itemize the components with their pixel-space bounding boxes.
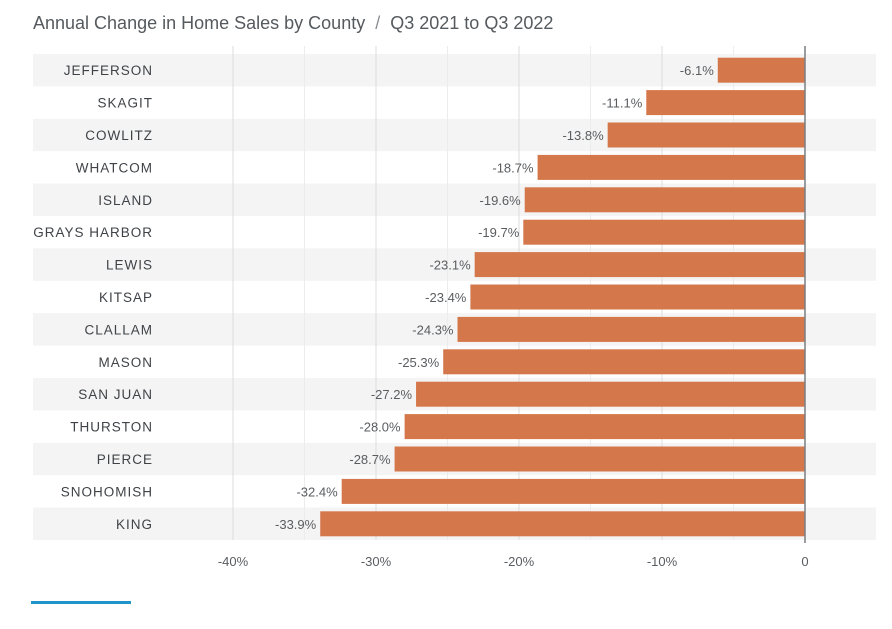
category-label: KING — [116, 517, 153, 532]
category-label: SNOHOMISH — [61, 484, 153, 499]
x-tick-label: -30% — [361, 554, 392, 569]
category-label: ISLAND — [98, 193, 153, 208]
category-label: LEWIS — [106, 258, 153, 273]
title-separator: / — [365, 13, 390, 33]
bar — [607, 122, 805, 148]
x-tick-label: -10% — [647, 554, 678, 569]
x-tick-label: -20% — [504, 554, 535, 569]
category-label: THURSTON — [70, 420, 153, 435]
chart-title: Annual Change in Home Sales by County / … — [33, 13, 553, 34]
category-label: MASON — [98, 355, 153, 370]
value-label: -33.9% — [275, 517, 317, 532]
bar — [404, 414, 805, 440]
value-label: -28.7% — [349, 452, 391, 467]
bar — [537, 154, 805, 180]
value-label: -25.3% — [398, 355, 440, 370]
bar — [320, 511, 805, 537]
category-label: SAN JUAN — [78, 387, 153, 402]
value-label: -11.1% — [602, 96, 643, 111]
bar — [717, 57, 805, 83]
x-tick-label: 0 — [801, 554, 808, 569]
value-label: -23.1% — [429, 258, 471, 273]
title-period: Q3 2021 to Q3 2022 — [390, 13, 554, 33]
category-label: JEFFERSON — [64, 63, 153, 78]
category-label: KITSAP — [99, 290, 153, 305]
bar — [524, 187, 805, 213]
value-label: -19.6% — [480, 193, 522, 208]
accent-underline — [31, 601, 131, 604]
category-label: CLALLAM — [84, 322, 153, 337]
value-label: -13.8% — [562, 128, 604, 143]
category-label: WHATCOM — [76, 160, 153, 175]
title-main: Annual Change in Home Sales by County — [33, 13, 366, 33]
value-label: -23.4% — [425, 290, 467, 305]
value-label: -6.1% — [680, 63, 714, 78]
category-label: COWLITZ — [85, 128, 153, 143]
bar — [523, 219, 805, 245]
category-label: GRAYS HARBOR — [33, 225, 153, 240]
value-label: -18.7% — [492, 160, 534, 175]
value-label: -32.4% — [296, 484, 338, 499]
title-separator-glyph: / — [375, 13, 381, 33]
value-label: -19.7% — [478, 225, 520, 240]
bar — [341, 478, 805, 504]
x-tick-label: -40% — [218, 554, 249, 569]
bar — [457, 316, 805, 342]
bar — [394, 446, 805, 472]
value-label: -24.3% — [412, 322, 454, 337]
value-label: -27.2% — [371, 387, 413, 402]
category-label: SKAGIT — [97, 96, 153, 111]
category-label: PIERCE — [97, 452, 153, 467]
bar — [646, 90, 805, 116]
value-label: -28.0% — [359, 420, 401, 435]
bar — [474, 252, 805, 278]
bar — [443, 349, 805, 375]
bar — [470, 284, 805, 310]
bar — [416, 381, 805, 407]
